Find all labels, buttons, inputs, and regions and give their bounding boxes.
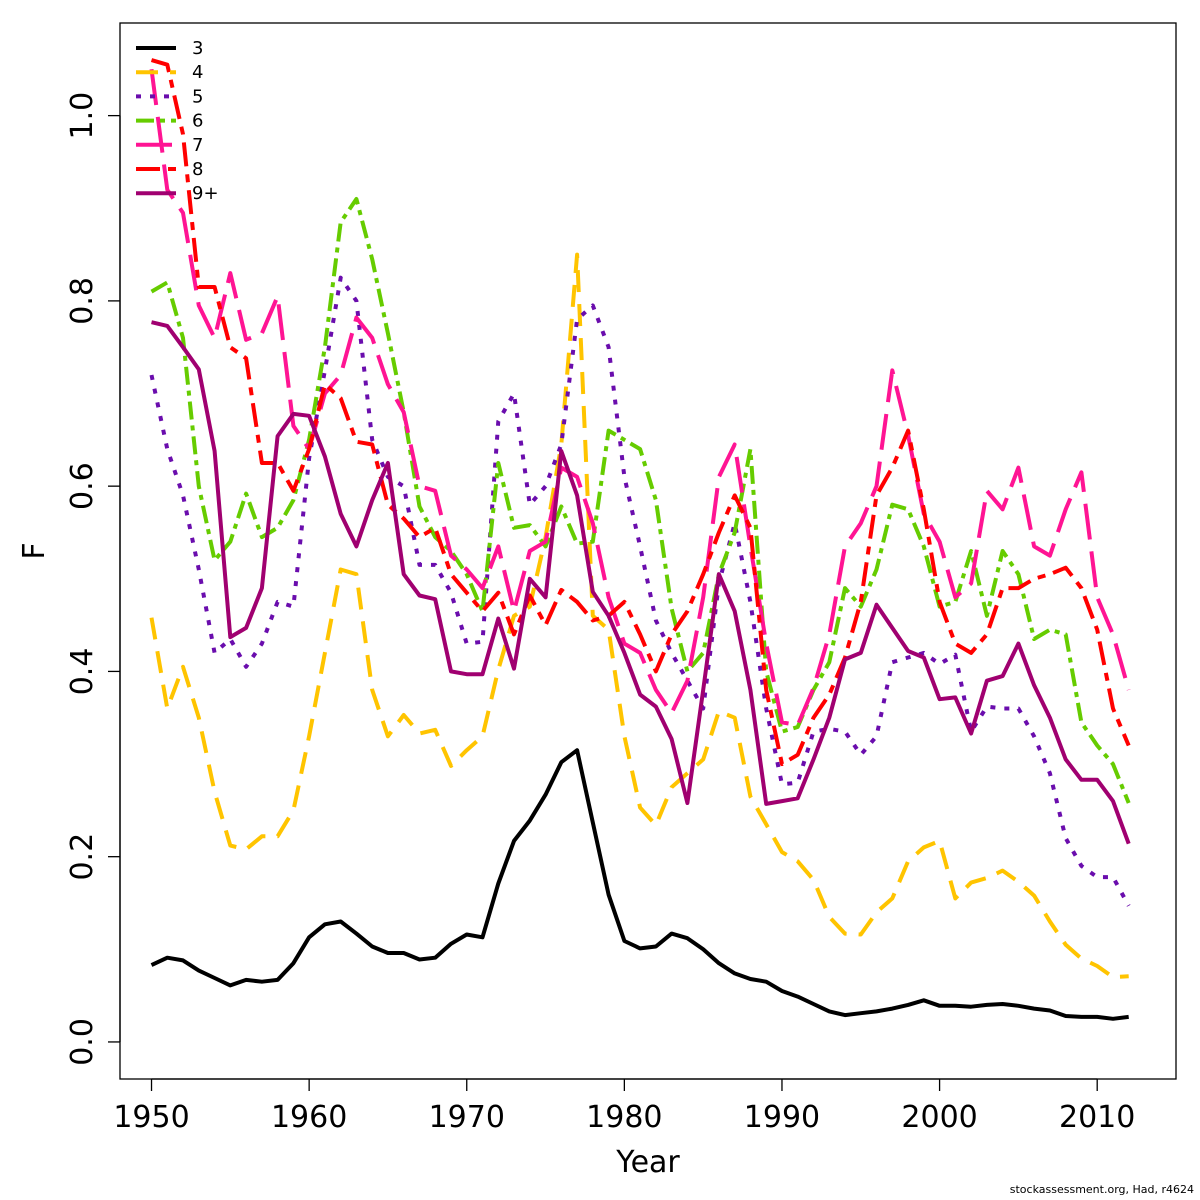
series-line-1 (149, 252, 1129, 980)
legend-label: 7 (192, 135, 203, 156)
legend-label: 8 (192, 159, 203, 180)
y-tick-label: 0.0 (65, 1018, 100, 1066)
y-tick-label: 0.2 (65, 833, 100, 881)
series-line-5 (150, 58, 1131, 767)
y-tick-label: 1.0 (65, 92, 100, 140)
credit-text: stockassessment.org, Had, r4624 (1009, 1183, 1194, 1196)
x-tick-label: 2010 (1059, 1100, 1135, 1135)
x-axis: 1950 1960 1970 1980 1990 2000 2010 (113, 1078, 1135, 1135)
series-line-0 (150, 748, 1129, 1021)
x-tick-label: 1990 (744, 1100, 820, 1135)
y-tick-label: 0.4 (65, 648, 100, 696)
legend-label: 6 (192, 111, 203, 132)
plot-frame (119, 22, 1177, 1080)
legend: 3 4 5 6 7 8 9+ (136, 38, 219, 204)
series-line-6 (151, 320, 1131, 845)
legend-label: 3 (192, 38, 203, 59)
series-layer (149, 58, 1131, 1021)
x-tick-label: 1970 (429, 1100, 505, 1135)
y-axis: 0.0 0.2 0.4 0.6 0.8 1.0 (65, 92, 121, 1066)
y-tick-label: 0.8 (65, 277, 100, 325)
legend-label: 5 (192, 86, 203, 107)
x-tick-label: 1950 (113, 1100, 189, 1135)
x-tick-label: 2000 (901, 1100, 977, 1135)
series-line-3 (150, 197, 1131, 804)
legend-label: 4 (192, 62, 203, 83)
series-line-4 (149, 69, 1131, 728)
x-tick-label: 1980 (586, 1100, 662, 1135)
x-axis-title: Year (615, 1145, 680, 1180)
y-tick-label: 0.6 (65, 462, 100, 510)
x-tick-label: 1960 (271, 1100, 347, 1135)
legend-label: 9+ (192, 183, 219, 204)
y-axis-title: F (17, 542, 52, 559)
